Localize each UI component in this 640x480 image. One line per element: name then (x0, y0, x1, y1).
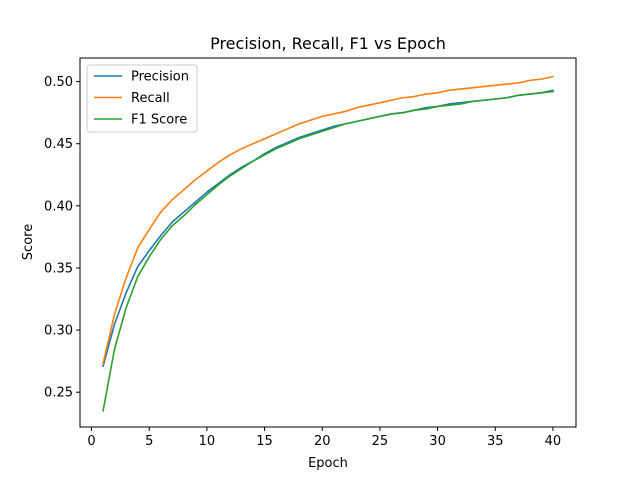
legend-box (86, 64, 198, 133)
x-tick-label: 10 (199, 434, 216, 449)
y-tick-label: 0.45 (44, 137, 73, 152)
legend: Precision Recall F1 Score (86, 64, 198, 133)
y-tick-label: 0.35 (44, 261, 73, 276)
y-tick-label: 0.25 (44, 386, 73, 401)
y-tick-label: 0.50 (44, 75, 73, 90)
y-tick-label: 0.40 (44, 199, 73, 214)
x-tick-label: 25 (372, 434, 389, 449)
series-lines (102, 75, 554, 412)
legend-label-precision: Precision (131, 70, 189, 85)
x-tick-label: 35 (487, 434, 504, 449)
y-tick-label: 0.30 (44, 324, 73, 339)
y-axis: 0.25 0.30 0.35 0.40 0.45 0.50 (44, 75, 80, 401)
x-tick-label: 30 (429, 434, 446, 449)
chart-title: Precision, Recall, F1 vs Epoch (210, 34, 446, 53)
series-line-recall (102, 75, 554, 365)
x-tick-label: 20 (314, 434, 331, 449)
legend-label-recall: Recall (131, 91, 170, 106)
x-tick-label: 40 (545, 434, 562, 449)
x-tick-label: 15 (256, 434, 273, 449)
axes-frame (79, 57, 577, 428)
x-tick-label: 5 (145, 434, 153, 449)
x-axis: 0 5 10 15 20 25 30 35 40 (87, 427, 561, 449)
x-axis-label: Epoch (308, 456, 348, 471)
x-tick-label: 0 (87, 434, 95, 449)
legend-label-f1-score: F1 Score (131, 113, 187, 128)
y-axis-label: Score (21, 224, 36, 260)
series-line-f1-score (102, 90, 554, 412)
